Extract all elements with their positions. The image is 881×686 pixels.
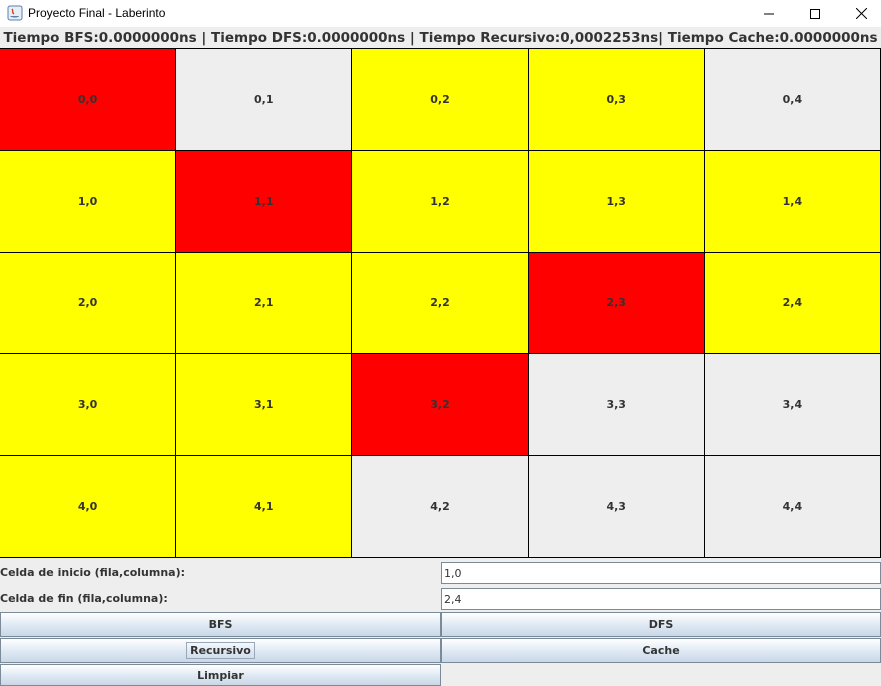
start-cell-input[interactable] <box>441 562 881 584</box>
start-cell-label: Celda de inicio (fila,columna): <box>0 566 186 579</box>
timing-label: Tiempo BFS:0.0000000ns | Tiempo DFS:0.00… <box>3 30 878 46</box>
end-cell-label: Celda de fin (fila,columna): <box>0 592 168 605</box>
bfs-button-label: BFS <box>208 618 233 631</box>
maze-cell[interactable]: 2,2 <box>351 251 529 355</box>
recursive-button-label: Recursivo <box>186 642 255 659</box>
maze-cell[interactable]: 0,1 <box>175 48 353 151</box>
close-icon <box>855 8 867 19</box>
maze-cell[interactable]: 3,2 <box>351 353 529 457</box>
maze-cell[interactable]: 2,0 <box>0 251 177 355</box>
dfs-button-label: DFS <box>648 618 674 631</box>
maze-cell[interactable]: 0,2 <box>351 48 529 151</box>
clear-button-label: Limpiar <box>197 668 244 682</box>
bfs-button[interactable]: BFS <box>0 612 441 637</box>
window-title-bar: Proyecto Final - Laberinto <box>0 0 881 27</box>
maze-cell[interactable]: 1,1 <box>175 149 353 253</box>
maze-cell[interactable]: 0,0 <box>0 48 177 151</box>
maze-cell[interactable]: 1,2 <box>351 149 529 253</box>
clear-button[interactable]: Limpiar <box>0 664 441 686</box>
maximize-icon <box>810 8 820 19</box>
maze-cell[interactable]: 1,3 <box>527 149 705 253</box>
java-app-icon <box>7 5 23 21</box>
maze-cell[interactable]: 4,2 <box>351 455 529 558</box>
maze-cell[interactable]: 3,1 <box>175 353 353 457</box>
cache-button[interactable]: Cache <box>441 638 881 663</box>
maze-cell[interactable]: 2,1 <box>175 251 353 355</box>
maze-cell[interactable]: 4,0 <box>0 455 177 558</box>
maze-grid: 0,0 0,1 0,2 0,3 0,4 1,0 1,1 1,2 1,3 1,4 2,0 2,1 2,2 2… <box>0 48 881 558</box>
minimize-button[interactable] <box>746 0 792 27</box>
end-cell-input[interactable] <box>441 588 881 610</box>
maze-cell[interactable]: 0,4 <box>703 48 881 151</box>
maze-cell[interactable]: 3,0 <box>0 353 177 457</box>
maze-cell[interactable]: 1,0 <box>0 149 177 253</box>
maze-cell[interactable]: 0,3 <box>527 48 705 151</box>
dfs-button[interactable]: DFS <box>441 612 881 637</box>
maze-cell[interactable]: 3,3 <box>527 353 705 457</box>
maximize-button[interactable] <box>792 0 838 27</box>
maze-cell[interactable]: 4,1 <box>175 455 353 558</box>
maze-cell[interactable]: 2,4 <box>703 251 881 355</box>
maze-cell[interactable]: 4,4 <box>703 455 881 558</box>
recursive-button[interactable]: Recursivo <box>0 638 441 663</box>
window-title: Proyecto Final - Laberinto <box>28 6 166 20</box>
maze-cell[interactable]: 4,3 <box>527 455 705 558</box>
maze-cell[interactable]: 2,3 <box>527 251 705 355</box>
maze-cell[interactable]: 1,4 <box>703 149 881 253</box>
close-button[interactable] <box>838 0 881 27</box>
cache-button-label: Cache <box>642 644 680 657</box>
maze-cell[interactable]: 3,4 <box>703 353 881 457</box>
minimize-icon <box>764 13 774 14</box>
